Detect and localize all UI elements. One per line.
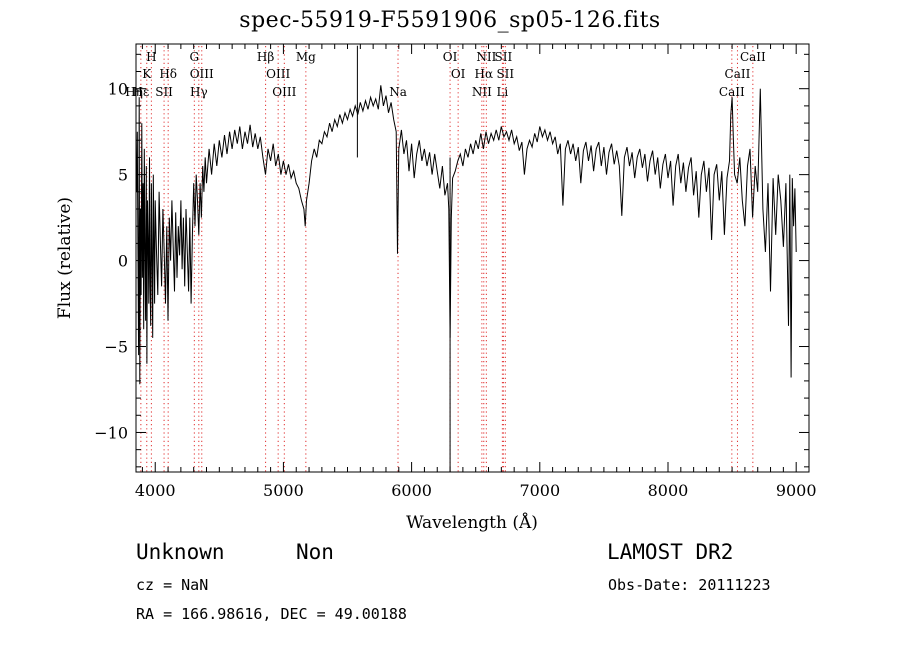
emission-line-label: SII bbox=[496, 67, 514, 81]
cz-label: cz = NaN bbox=[136, 576, 209, 594]
y-axis: −10 −5 0 5 10 bbox=[94, 53, 809, 468]
y-tick-label: 0 bbox=[118, 252, 128, 271]
y-tick-label: −10 bbox=[94, 423, 128, 442]
radec-label: RA = 166.98616, DEC = 49.00188 bbox=[136, 605, 407, 623]
emission-line-label: OI bbox=[451, 67, 466, 81]
obs-date-label: Obs-Date: 20111223 bbox=[608, 576, 771, 594]
class-label: Unknown bbox=[136, 540, 225, 564]
emission-line-label: Hα bbox=[474, 67, 493, 81]
emission-line-label: G bbox=[190, 50, 200, 64]
emission-line-label: CaII bbox=[719, 85, 745, 99]
emission-line-label: OIII bbox=[190, 67, 214, 81]
survey-label: LAMOST DR2 bbox=[607, 540, 734, 564]
spectrum-line bbox=[136, 85, 797, 385]
plot-frame bbox=[135, 43, 810, 473]
emission-line-label: Na bbox=[389, 85, 407, 99]
x-axis: 4000 5000 6000 7000 8000 9000 bbox=[135, 44, 817, 500]
emission-line-label: NII bbox=[476, 50, 496, 64]
emission-line-markers bbox=[140, 46, 754, 472]
emission-line-label: K bbox=[142, 67, 152, 81]
y-tick-label: −5 bbox=[104, 338, 128, 357]
emission-line-label: Hγ bbox=[190, 85, 208, 99]
chart-title: spec-55919-F5591906_sp05-126.fits bbox=[239, 8, 661, 33]
emission-line-label: NII bbox=[472, 85, 492, 99]
emission-line-label: SII bbox=[495, 50, 513, 64]
emission-line-label: OI bbox=[443, 50, 458, 64]
emission-line-label: Hβ bbox=[257, 50, 274, 64]
emission-line-label: OIII bbox=[272, 85, 296, 99]
emission-line-label: OIII bbox=[266, 67, 290, 81]
x-axis-label: Wavelength (Å) bbox=[406, 512, 538, 533]
subclass-label: Non bbox=[296, 540, 334, 564]
emission-line-label: CaII bbox=[725, 67, 751, 81]
x-tick-label: 5000 bbox=[263, 481, 304, 500]
x-tick-label: 9000 bbox=[776, 481, 817, 500]
x-tick-label: 6000 bbox=[391, 481, 432, 500]
emission-line-label: Hδ bbox=[159, 67, 177, 81]
y-tick-label: 10 bbox=[108, 80, 128, 99]
x-tick-label: 8000 bbox=[648, 481, 689, 500]
spectrum-series bbox=[136, 45, 797, 472]
x-tick-label: 4000 bbox=[135, 481, 176, 500]
y-axis-label: Flux (relative) bbox=[55, 197, 75, 319]
emission-line-labels: HKHεHηHδSIIGOIIIHγHβOIIIOIIIMgNaOIOINIIN… bbox=[125, 50, 766, 99]
x-tick-label: 7000 bbox=[519, 481, 560, 500]
y-tick-label: 5 bbox=[118, 166, 128, 185]
emission-line-label: Mg bbox=[296, 50, 316, 64]
emission-line-label: CaII bbox=[740, 50, 766, 64]
emission-line-label: H bbox=[146, 50, 156, 64]
emission-line-label: SII bbox=[155, 85, 173, 99]
emission-line-label: Li bbox=[496, 85, 508, 99]
